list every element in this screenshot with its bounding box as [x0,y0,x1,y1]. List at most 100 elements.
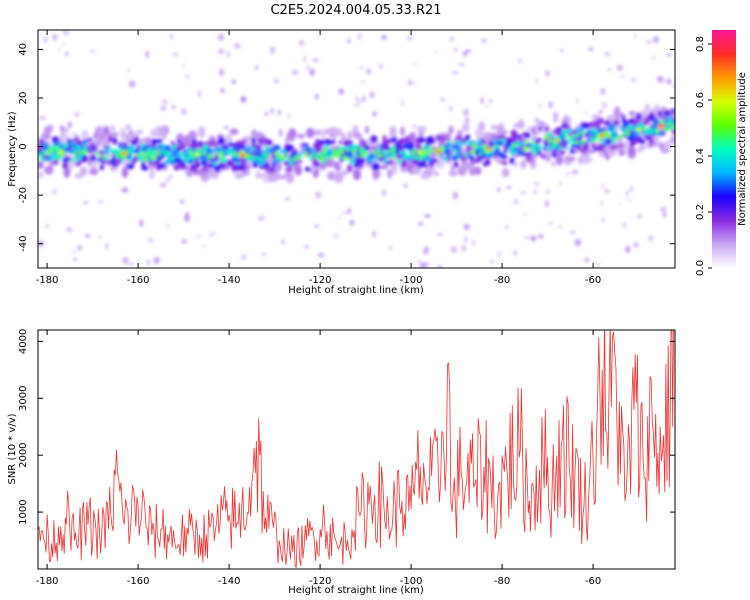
heatmap-cell [450,246,458,253]
heatmap-cell [171,105,176,109]
heatmap-cell [504,225,509,229]
heatmap-cell [596,145,604,152]
heatmap-cell [566,156,576,162]
heatmap-cell [478,151,483,156]
heatmap-cell [484,105,489,108]
heatmap-cell [258,160,265,166]
heatmap-cell [181,108,186,115]
heatmap-cell [56,141,63,147]
heatmap-cell [255,64,259,71]
heatmap-cell [269,51,275,55]
heatmap-cell [572,140,578,144]
heatmap-cell [612,127,616,132]
heatmap-cell [170,144,178,149]
heatmap-cell [545,70,550,77]
heatmap-cell [403,183,408,189]
heatmap-cell [537,126,543,131]
heatmap-cell [409,150,415,153]
heatmap-cell [151,138,158,144]
heatmap-cell [476,139,483,146]
heatmap-cell [644,115,650,122]
heatmap-cell [214,172,219,180]
heatmap-cell [671,108,675,114]
heatmap-cell [324,144,329,150]
heatmap-cell [67,121,72,129]
heatmap-cell [353,163,360,168]
heatmap-cell [231,166,238,172]
heatmap-cell [321,156,326,161]
heatmap-cell [596,139,602,142]
x-tick-label: -160 [127,576,150,587]
heatmap-cell [588,47,594,51]
heatmap-cell [338,88,344,95]
heatmap-cell [310,148,316,152]
heatmap-cell [229,128,239,135]
heatmap-cell [598,110,603,114]
heatmap-cell [390,164,398,175]
heatmap-cell [218,68,225,77]
heatmap-cell [563,133,567,137]
heatmap-cell [496,141,504,146]
heatmap-cell [220,88,225,94]
heatmap-cell [559,180,562,186]
heatmap-cell [463,51,467,57]
heatmap-cell [533,189,538,194]
heatmap-cell [125,145,131,149]
heatmap-cell [503,149,508,154]
heatmap-cell [287,112,291,120]
heatmap-cell [542,147,548,151]
heatmap-cell [536,137,543,143]
heatmap-cell [303,154,307,158]
heatmap-cell [422,250,430,254]
heatmap-cell [513,198,519,205]
heatmap-cell [667,78,672,85]
spectrogram-heatmap [38,30,675,268]
heatmap-cell [274,151,278,156]
heatmap-cell [612,133,615,136]
heatmap-cell [264,111,269,117]
heatmap-cell [600,137,605,142]
heatmap-peak [363,152,369,156]
heatmap-cell [77,155,82,159]
x-tick-label: -60 [585,576,601,587]
heatmap-cell [42,141,49,147]
heatmap-cell [406,36,413,41]
heatmap-cell [381,189,387,197]
heatmap-cell [258,157,262,161]
heatmap-cell [437,265,443,268]
heatmap-cell [277,155,282,160]
heatmap-cell [364,125,370,134]
heatmap-cell [187,130,198,141]
heatmap-cell [174,157,182,164]
heatmap-cell [580,140,586,144]
heatmap-cell [402,150,407,156]
heatmap-cell [562,140,570,145]
heatmap-cell [112,131,119,138]
heatmap-cell [230,161,235,167]
heatmap-cell [62,157,66,163]
heatmap-cell [202,144,208,151]
heatmap-cell [662,211,667,218]
heatmap-cell [80,150,87,155]
heatmap-cell [317,252,325,258]
heatmap-cell [346,130,353,140]
heatmap-cell [98,150,105,155]
y-tick-label: 4000 [18,329,29,354]
heatmap-cell [122,256,129,265]
heatmap-cell [671,84,675,88]
heatmap-cell [604,140,611,145]
heatmap-cell [62,163,69,169]
heatmap-cell [544,126,550,132]
heatmap-cell [243,136,251,148]
heatmap-cell [104,148,107,151]
heatmap-peak [658,124,664,129]
heatmap-cell [127,138,133,145]
heatmap-cell [566,128,573,134]
heatmap-cell [385,154,389,158]
heatmap-cell [332,153,338,158]
heatmap-cell [347,207,352,215]
heatmap-cell [548,101,553,109]
heatmap-cell [523,140,529,143]
heatmap-cell [561,130,566,134]
heatmap-cell [224,134,233,145]
